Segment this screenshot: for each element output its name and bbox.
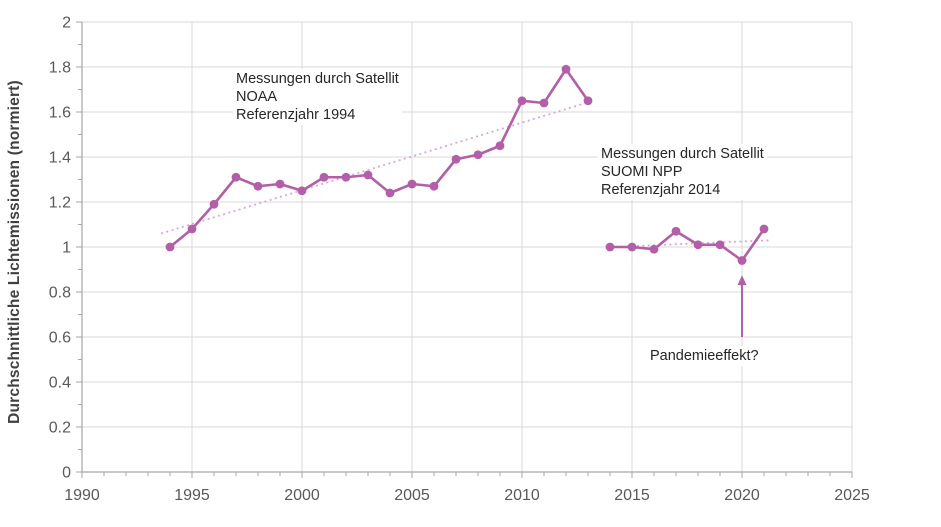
annotation-suomi-satellite: Messungen durch Satellit SUOMI NPP Refer… — [598, 144, 767, 200]
y-tick-label: 1.4 — [49, 150, 71, 167]
data-point-marker — [605, 242, 615, 252]
data-point-marker — [209, 199, 219, 209]
annotation-line: Pandemieeffekt? — [650, 348, 759, 364]
data-point-marker — [737, 256, 747, 265]
y-axis-title: Durchschnittliche Lichtemissionen (normi… — [6, 80, 23, 424]
data-point-marker — [561, 64, 571, 74]
data-point-marker — [517, 96, 527, 106]
y-tick-label: 0.6 — [49, 330, 71, 347]
y-tick-label: 1 — [62, 240, 71, 257]
data-point-marker — [649, 244, 659, 254]
data-point-marker — [759, 224, 769, 234]
annotation-line: Referenzjahr 2014 — [601, 182, 721, 198]
annotation-line: NOAA — [236, 89, 278, 105]
data-point-marker — [231, 172, 241, 182]
annotation-line: Messungen durch Satellit — [601, 146, 764, 162]
y-tick-label: 2 — [62, 15, 71, 32]
data-point-marker — [583, 96, 593, 106]
data-point-marker — [671, 226, 681, 236]
data-point-marker — [253, 181, 263, 191]
data-point-marker — [363, 170, 373, 180]
x-tick-label: 2005 — [394, 487, 430, 504]
data-point-marker — [693, 240, 703, 250]
data-point-marker — [165, 242, 175, 252]
data-point-marker — [451, 154, 461, 164]
x-tick-label: 1990 — [64, 487, 100, 504]
x-tick-label: 2010 — [504, 487, 540, 504]
y-tick-label: 1.2 — [49, 195, 71, 212]
data-point-marker — [539, 98, 549, 108]
annotation-pandemic-effect: Pandemieeffekt? — [647, 346, 762, 366]
x-tick-label: 2000 — [284, 487, 320, 504]
data-point-marker — [429, 181, 439, 191]
y-tick-label: 0 — [62, 465, 71, 482]
x-tick-label: 2015 — [614, 487, 650, 504]
data-point-marker — [275, 179, 285, 189]
annotation-line: Referenzjahr 1994 — [236, 107, 356, 123]
y-tick-label: 0.2 — [49, 420, 71, 437]
y-tick-label: 0.8 — [49, 285, 71, 302]
data-point-marker — [627, 242, 637, 252]
data-point-marker — [495, 141, 505, 151]
annotation-line: SUOMI NPP — [601, 164, 683, 180]
annotation-noaa-satellite: Messungen durch Satellit NOAA Referenzja… — [233, 69, 402, 125]
x-tick-label: 1995 — [174, 487, 210, 504]
data-point-marker — [319, 172, 329, 182]
data-point-marker — [187, 224, 197, 234]
pandemic-arrow-head — [737, 275, 747, 286]
data-point-marker — [407, 179, 417, 189]
data-point-marker — [341, 172, 351, 182]
y-tick-label: 0.4 — [49, 375, 71, 392]
x-tick-label: 2025 — [834, 487, 870, 504]
y-tick-label: 1.6 — [49, 105, 71, 122]
data-point-marker — [715, 240, 725, 250]
annotation-line: Messungen durch Satellit — [236, 71, 399, 87]
data-point-marker — [297, 186, 307, 196]
data-point-marker — [473, 150, 483, 160]
trendline-dotted — [160, 102, 587, 235]
y-tick-label: 1.8 — [49, 60, 71, 77]
x-tick-label: 2020 — [724, 487, 760, 504]
data-point-marker — [385, 188, 395, 198]
